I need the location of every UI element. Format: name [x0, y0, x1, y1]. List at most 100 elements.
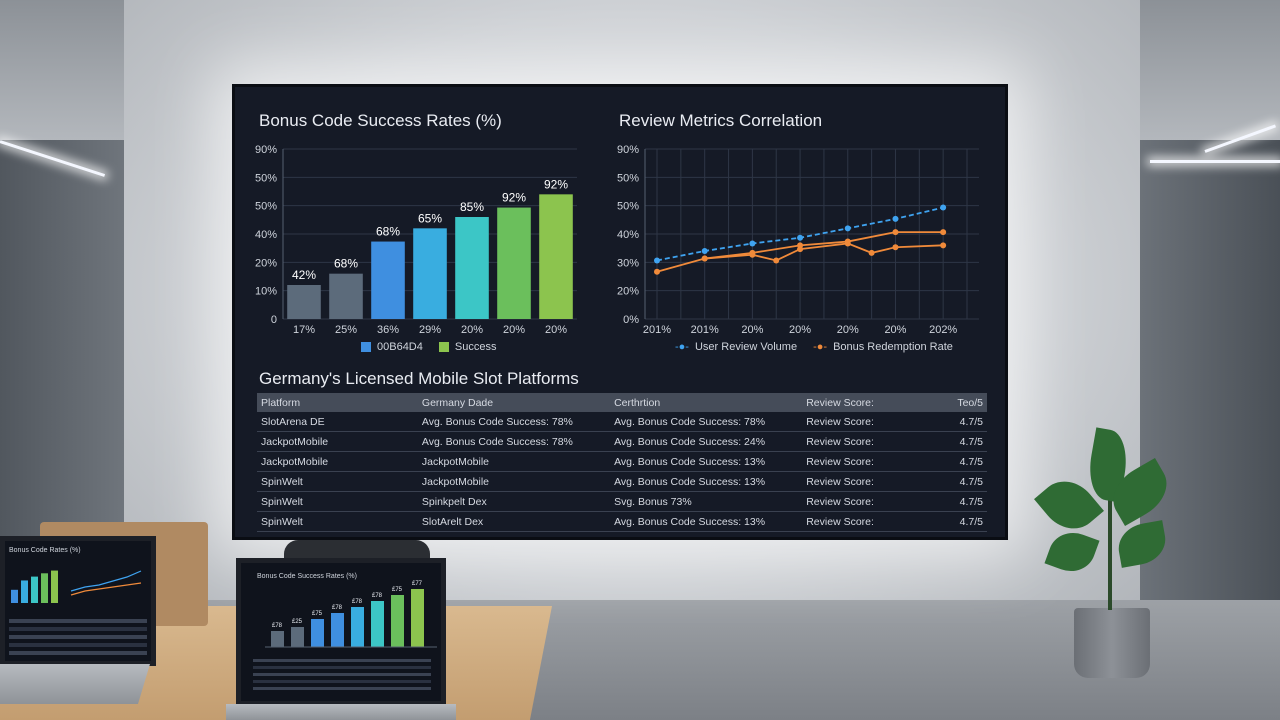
series-point: [868, 249, 875, 256]
bar-data-label: 68%: [334, 257, 358, 271]
mini-bar: [31, 576, 38, 603]
bar: [455, 217, 489, 319]
table-cell: Avg. Bonus Code Success: 78%: [417, 412, 611, 432]
table-row: SpinWelt Spinkpelt Dex Svg. Bonus 73% Revie…: [257, 491, 987, 512]
mini-line-orange: [70, 582, 142, 596]
series-point: [940, 242, 947, 249]
bar: [539, 194, 573, 319]
table-cell: 4.7/5: [922, 491, 987, 512]
table-cell: Review Score:: [802, 511, 923, 532]
ceiling-light-right: [1150, 160, 1280, 163]
line-y-tick-label: 40%: [617, 229, 639, 241]
mini-table-row: [9, 627, 147, 631]
mini-bar: [351, 607, 364, 647]
table-cell: Review Score:: [802, 471, 923, 492]
mini-bar: [291, 627, 304, 647]
bar: [287, 285, 321, 319]
mini-bar-label: £78: [372, 593, 383, 599]
line-y-tick-label: 30%: [617, 257, 639, 269]
mini-bar: [411, 589, 424, 647]
table-cell: Avg. Bonus Code Success: 78%: [610, 412, 803, 432]
bar: [413, 228, 447, 319]
mini-bar: [331, 613, 344, 647]
line-x-tick-label: 201%: [643, 324, 671, 336]
legend-swatch-green: [438, 342, 449, 352]
right-wall: [1140, 140, 1280, 660]
table-cell: Spinkpelt Dex: [417, 491, 611, 512]
table-body: SlotArena DE Avg. Bonus Code Success: 78%…: [257, 412, 987, 532]
laptop-right-screen: Bonus Code Success Rates (%) £78 £25 £75 £7…: [236, 558, 446, 706]
bar-chart: 90% 50% 50% 40% 20% 10% 0 42% 17% 68% 25% 68% 36% 65%…: [255, 144, 577, 336]
mini-table-row: [9, 643, 147, 647]
series-point: [797, 234, 804, 241]
table-cell: 4.7/5: [922, 471, 987, 492]
bar-x-tick-label: 17%: [293, 324, 315, 336]
laptop-left-chart: [9, 570, 147, 655]
table-cell: 4.7/5: [922, 451, 987, 472]
bar: [497, 207, 531, 319]
table-cell: SlotArelt Dex: [417, 511, 611, 532]
line-y-tick-label: 0%: [623, 314, 639, 326]
line-legend-label-2: Bonus Redemption Rate: [833, 341, 953, 353]
legend-marker-orange: -●-: [813, 341, 828, 353]
bar-y-tick-label: 90%: [255, 144, 277, 156]
bar-data-label: 42%: [292, 268, 316, 282]
bar-data-label: 92%: [502, 191, 526, 205]
series-point: [892, 229, 899, 236]
table-header-cell: Certhrtion: [610, 393, 803, 412]
bar-y-tick-label: 10%: [255, 286, 277, 298]
mini-bar-label: £77: [412, 581, 423, 587]
table-row: SlotArena DE Avg. Bonus Code Success: 78%…: [257, 412, 987, 432]
series-point: [773, 257, 780, 264]
table-cell: SpinWelt: [257, 471, 418, 492]
table-cell: SlotArena DE: [257, 412, 418, 432]
mini-table-row: [9, 651, 147, 655]
table-row: JackpotMobile JackpotMobile Avg. Bonus Cod…: [257, 451, 987, 472]
mini-table-row: [253, 666, 431, 669]
plant-pot: [1074, 608, 1150, 678]
mini-bar-label: £75: [392, 587, 403, 593]
platform-table: Platform Germany Dade Certhrtion Review Sco…: [257, 393, 987, 532]
laptop-right-keyboard: [226, 704, 456, 720]
mini-table-row: [9, 635, 147, 639]
table-cell: JackpotMobile: [257, 451, 418, 472]
bar-data-label: 92%: [544, 177, 568, 191]
legend-swatch-blue: [361, 342, 371, 352]
table-header-cell: Review Score:: [802, 393, 923, 412]
mini-bar: [21, 580, 28, 603]
bar-y-tick-label: 50%: [255, 172, 277, 184]
mini-table-row: [253, 659, 431, 662]
plant-stem: [1108, 470, 1112, 610]
mini-bar: [271, 631, 284, 647]
laptop-right-title: Bonus Code Success Rates (%): [257, 573, 357, 580]
line-x-tick-label: 202%: [929, 324, 957, 336]
bar-chart-legend: 00B64D4 Success: [361, 341, 496, 353]
line-x-tick-label: 20%: [741, 324, 763, 336]
line-y-tick-label: 50%: [617, 172, 639, 184]
mini-bar: [51, 570, 58, 603]
series-point: [654, 268, 660, 275]
series-point: [940, 229, 947, 236]
mini-bar-label: £78: [332, 605, 343, 611]
table-cell: 4.7/5: [922, 511, 987, 532]
table-cell: SpinWelt: [257, 491, 418, 512]
table-cell: Review Score:: [802, 431, 923, 452]
bar-data-label: 65%: [418, 211, 442, 225]
series-point: [844, 225, 851, 232]
table-row: SpinWelt JackpotMobile Avg. Bonus Code Suc…: [257, 471, 987, 492]
mini-bar-label: £75: [312, 611, 323, 617]
mini-bar: [311, 619, 324, 647]
series-point: [701, 248, 708, 254]
series-line: [704, 242, 944, 262]
bar-y-tick-label: 50%: [255, 201, 277, 213]
mini-table-row: [253, 673, 431, 676]
series-point: [844, 240, 851, 247]
mini-table-row: [253, 687, 431, 690]
bar: [329, 273, 363, 319]
series-point: [940, 204, 947, 211]
line-chart-legend: -●- User Review Volume -●- Bonus Redempt…: [675, 341, 953, 353]
series-point: [892, 215, 899, 222]
mini-bar: [371, 601, 384, 647]
mini-table-row: [253, 680, 431, 683]
